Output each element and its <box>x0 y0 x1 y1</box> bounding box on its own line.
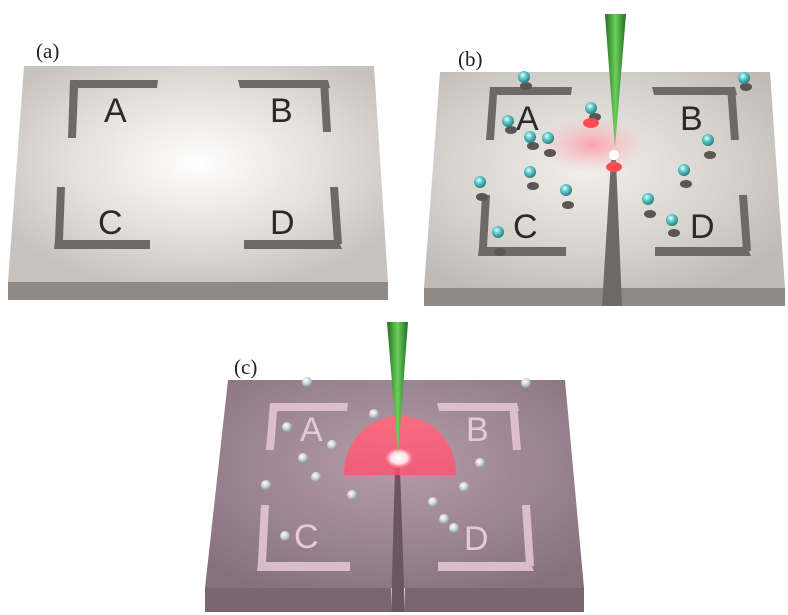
panel-b-region-b: B <box>680 100 703 138</box>
particle <box>502 115 514 127</box>
panel-c-probe <box>387 322 408 455</box>
panel-a-bracket-b <box>238 80 331 132</box>
panel-c-region-d: D <box>464 520 489 558</box>
panel-c-bracket-d <box>438 505 534 571</box>
particle <box>347 490 357 500</box>
particle <box>560 184 572 196</box>
particle <box>518 71 530 83</box>
particle <box>449 523 459 533</box>
panel-b-bracket-d <box>655 195 751 256</box>
particle <box>702 134 714 146</box>
particle <box>542 132 554 144</box>
panel-b-probe <box>605 14 626 148</box>
panel-a-label: (a) <box>36 39 59 63</box>
particle <box>738 72 750 84</box>
panel-b-region-a: A <box>516 100 539 138</box>
particle <box>369 409 379 419</box>
panel-c-label: (c) <box>234 355 257 379</box>
particle <box>298 453 308 463</box>
particle <box>439 514 449 524</box>
panel-a-bracket-c <box>54 187 150 249</box>
panel-c-region-c: C <box>294 518 319 556</box>
panel-a-region-c: C <box>98 204 123 242</box>
panel-c-laser-spot <box>385 448 413 468</box>
particle <box>524 166 536 178</box>
panel-b-label: (b) <box>458 47 483 71</box>
particle <box>459 482 469 492</box>
particle <box>492 226 504 238</box>
panel-c-plate-top <box>205 380 584 588</box>
panel-c-region-a: A <box>300 411 323 449</box>
panel-b-bracket-a <box>486 87 572 140</box>
particle <box>642 193 654 205</box>
particle <box>261 480 271 490</box>
panel-b-trapped-particles <box>583 118 622 172</box>
panel-b-plate-top <box>424 72 785 288</box>
panel-b-particles <box>474 71 752 256</box>
panel-c-bracket-b <box>437 403 521 450</box>
panel-a-bracket-d <box>244 187 342 249</box>
particle <box>475 458 485 468</box>
panel-b-plate-front-left <box>424 288 604 306</box>
particle <box>585 102 597 114</box>
panel-a-bracket-a <box>68 80 158 138</box>
panel-c-plate-front-left <box>205 588 391 612</box>
particle <box>474 176 486 188</box>
panel-b-region-c: C <box>513 208 538 246</box>
panel-c-laser-dome <box>344 416 456 475</box>
particle <box>311 472 321 482</box>
panel-a: (a) A B C D <box>8 39 388 300</box>
panel-c-bracket-a <box>266 403 348 450</box>
panel-b: (b) A B C D <box>424 14 785 306</box>
panel-b-region-d: D <box>690 208 715 246</box>
panel-b-laser-glow <box>537 117 647 173</box>
panel-b-bracket-b <box>652 87 739 140</box>
panel-c-trench <box>391 468 405 612</box>
panel-a-region-a: A <box>104 92 127 130</box>
particle <box>302 377 312 387</box>
particle <box>524 131 536 143</box>
panel-a-region-b: B <box>270 92 293 130</box>
panel-a-plate-top <box>8 66 388 282</box>
panel-c: (c) A B C D <box>205 322 584 612</box>
trapped-particle <box>609 150 619 160</box>
particle <box>666 214 678 226</box>
panel-a-region-d: D <box>270 204 295 242</box>
particle <box>327 440 337 450</box>
panel-c-bracket-c <box>257 505 350 571</box>
panel-b-trench <box>602 160 622 306</box>
particle <box>678 164 690 176</box>
particle <box>280 531 290 541</box>
panel-b-plate-front-right <box>620 288 785 306</box>
panel-c-plate-front-right <box>405 588 584 612</box>
panel-c-particles <box>261 377 531 541</box>
panel-a-plate-front <box>8 282 388 300</box>
particle <box>282 422 292 432</box>
particle <box>521 378 531 388</box>
panel-c-region-b: B <box>466 411 489 449</box>
particle <box>428 497 438 507</box>
